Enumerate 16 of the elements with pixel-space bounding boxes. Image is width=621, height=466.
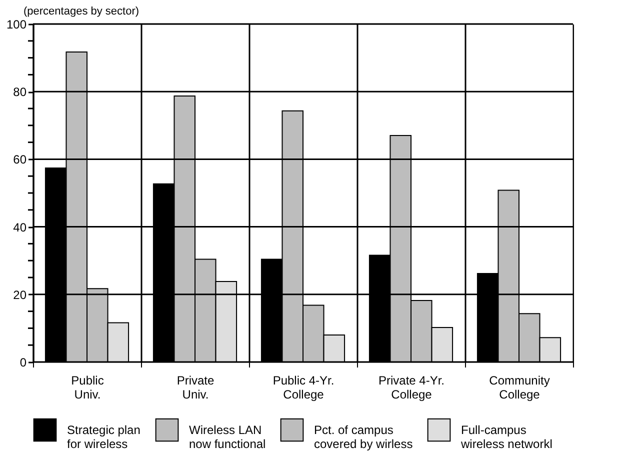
- x-tick-label: Public 4-Yr. College: [272, 374, 334, 402]
- x-tick-label: Public Univ.: [71, 374, 104, 402]
- y-axis-title: (percentages by sector): [24, 6, 140, 18]
- legend-label: Pct. of campus covered by wirless: [314, 423, 413, 451]
- x-tick-label: Private 4-Yr. College: [378, 374, 445, 402]
- legend-label: Strategic plan for wireless: [67, 423, 140, 451]
- legend-label: Wireless LAN now functional: [189, 423, 266, 451]
- y-tick-label: 0: [20, 356, 27, 370]
- y-tick-label: 100: [6, 18, 27, 32]
- x-tick-label: Community College: [489, 374, 550, 402]
- y-tick-label: 40: [13, 220, 27, 234]
- x-tick-label: Private Univ.: [176, 374, 214, 402]
- y-tick-label: 60: [13, 152, 27, 167]
- y-tick-label: 20: [13, 288, 27, 302]
- y-tick-label: 80: [13, 85, 27, 100]
- legend-label: Full-campus wireless networkl: [460, 423, 552, 451]
